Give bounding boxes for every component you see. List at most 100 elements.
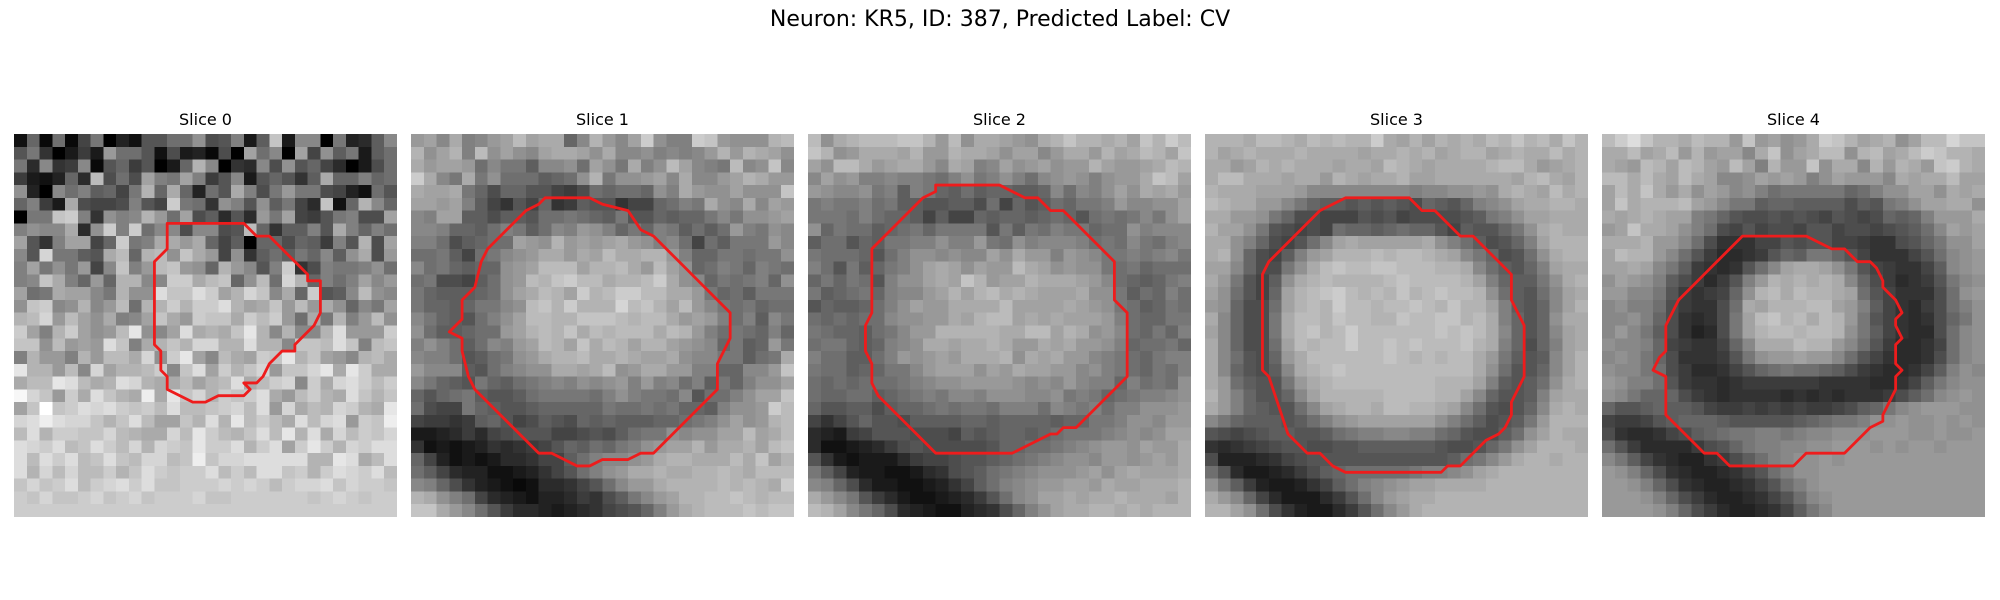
- pixel: [474, 299, 488, 313]
- pixel: [116, 325, 130, 339]
- pixel: [1959, 491, 1973, 505]
- pixel: [1294, 248, 1308, 262]
- pixel: [679, 453, 693, 467]
- pixel: [768, 440, 782, 454]
- pixel: [999, 146, 1013, 160]
- pixel: [1165, 299, 1179, 313]
- pixel: [154, 504, 168, 517]
- pixel: [910, 185, 924, 199]
- pixel: [1165, 453, 1179, 467]
- pixel: [231, 274, 245, 288]
- pixel: [423, 236, 437, 250]
- pixel: [589, 159, 603, 173]
- pixel: [1205, 465, 1219, 479]
- pixel: [231, 440, 245, 454]
- pixel: [666, 223, 680, 237]
- pixel: [1742, 172, 1756, 186]
- slice-image-0: [14, 134, 397, 517]
- pixel: [256, 261, 270, 275]
- pixel: [1447, 338, 1461, 352]
- pixel: [462, 223, 476, 237]
- pixel: [411, 134, 425, 148]
- pixel: [1895, 185, 1909, 199]
- pixel: [961, 236, 975, 250]
- pixel: [449, 299, 463, 313]
- pixel: [884, 351, 898, 365]
- pixel: [462, 134, 476, 148]
- pixel: [922, 338, 936, 352]
- pixel: [808, 427, 822, 441]
- pixel: [218, 248, 232, 262]
- pixel: [90, 312, 104, 326]
- pixel: [1178, 389, 1191, 403]
- pixel: [1536, 363, 1550, 377]
- pixel: [1370, 210, 1384, 224]
- pixel: [1959, 261, 1973, 275]
- pixel: [1473, 363, 1487, 377]
- pixel: [1178, 134, 1191, 148]
- pixel: [730, 491, 744, 505]
- pixel: [653, 210, 667, 224]
- pixel: [1243, 197, 1257, 211]
- slice-image-3: [1205, 134, 1588, 517]
- pixel: [474, 363, 488, 377]
- pixel: [1178, 427, 1191, 441]
- pixel: [640, 414, 654, 428]
- pixel: [948, 287, 962, 301]
- pixel: [90, 491, 104, 505]
- pixel: [1101, 402, 1115, 416]
- pixel: [1076, 274, 1090, 288]
- pixel: [897, 261, 911, 275]
- pixel: [628, 248, 642, 262]
- pixel: [1294, 146, 1308, 160]
- pixel: [1742, 223, 1756, 237]
- pixel: [294, 363, 308, 377]
- pixel: [1127, 427, 1141, 441]
- pixel: [781, 351, 794, 365]
- pixel: [1409, 491, 1423, 505]
- pixel: [1485, 185, 1499, 199]
- pixel: [90, 389, 104, 403]
- pixel: [1562, 478, 1576, 492]
- pixel: [423, 197, 437, 211]
- pixel: [1076, 236, 1090, 250]
- pixel: [1114, 274, 1128, 288]
- pixel: [269, 185, 283, 199]
- pixel: [1716, 185, 1730, 199]
- pixel: [218, 325, 232, 339]
- pixel: [1767, 223, 1781, 237]
- pixel: [26, 351, 40, 365]
- pixel: [1025, 146, 1039, 160]
- pixel: [1793, 402, 1807, 416]
- pixel: [26, 287, 40, 301]
- pixel: [1562, 197, 1576, 211]
- pixel: [628, 465, 642, 479]
- pixel: [77, 351, 91, 365]
- pixel: [1383, 363, 1397, 377]
- pixel: [717, 491, 731, 505]
- pixel: [717, 376, 731, 390]
- pixel: [820, 414, 834, 428]
- pixel: [1742, 376, 1756, 390]
- pixel: [1653, 197, 1667, 211]
- pixel: [384, 440, 397, 454]
- pixel: [1460, 159, 1474, 173]
- pixel: [39, 185, 53, 199]
- pixel: [52, 261, 66, 275]
- pixel: [1268, 453, 1282, 467]
- pixel: [116, 504, 130, 517]
- pixel: [961, 172, 975, 186]
- pixel: [1562, 338, 1576, 352]
- pixel: [1972, 236, 1985, 250]
- pixel: [859, 146, 873, 160]
- pixel: [704, 248, 718, 262]
- pixel: [846, 453, 860, 467]
- pixel: [1217, 478, 1231, 492]
- pixel: [1307, 146, 1321, 160]
- pixel: [666, 299, 680, 313]
- pixel: [576, 338, 590, 352]
- pixel: [282, 172, 296, 186]
- pixel: [90, 351, 104, 365]
- pixel: [1536, 159, 1550, 173]
- pixel: [320, 402, 334, 416]
